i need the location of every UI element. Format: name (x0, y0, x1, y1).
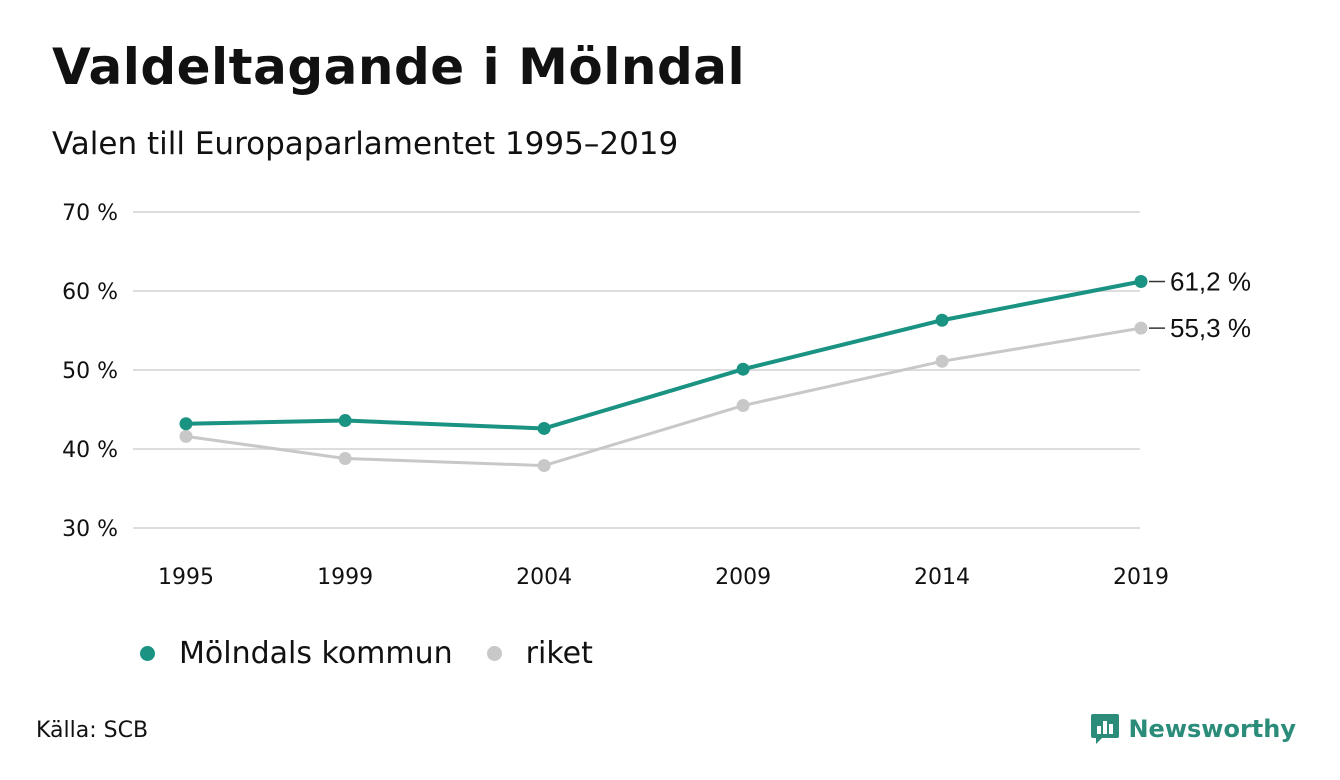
legend: Mölndals kommun riket (140, 636, 627, 671)
chart-title: Valdeltagande i Mölndal (52, 38, 746, 96)
line-chart: 30 % 40 % 50 % 60 % 70 % 1995 1999 2004 2009 201… (62, 201, 1251, 590)
legend-label-riket: riket (525, 636, 593, 671)
end-label-riket: 55,3 % (1170, 313, 1251, 343)
chart-subtitle: Valen till Europaparlamentet 1995–2019 (52, 126, 679, 162)
source-note: Källa: SCB (36, 718, 149, 743)
data-point-riket (179, 429, 193, 443)
data-point-riket (935, 354, 949, 368)
legend-dot-riket (486, 646, 502, 661)
data-point-riket (537, 459, 551, 473)
grid-layer (133, 211, 1140, 529)
data-point-riket (1134, 321, 1148, 335)
y-axis-ticks: 30 % 40 % 50 % 60 % 70 % (62, 201, 118, 542)
x-tick-label: 2019 (1113, 565, 1169, 590)
data-point-molndal (935, 313, 949, 327)
data-point-riket (338, 451, 352, 465)
y-tick-label: 30 % (62, 517, 118, 542)
legend-item-molndal: Mölndals kommun (140, 636, 453, 671)
brand-logo: Newsworthy (1090, 712, 1296, 746)
x-tick-label: 1995 (158, 565, 214, 590)
y-tick-label: 60 % (62, 280, 118, 305)
x-tick-label: 2004 (516, 565, 572, 590)
data-point-molndal (1134, 275, 1148, 289)
legend-label-molndal: Mölndals kommun (179, 636, 453, 671)
data-point-molndal (537, 421, 551, 435)
data-point-riket (736, 399, 750, 413)
end-label-molndal: 61,2 % (1170, 267, 1251, 297)
x-axis-ticks: 1995 1999 2004 2009 2014 2019 (158, 565, 1169, 590)
y-tick-label: 40 % (62, 438, 118, 463)
legend-item-riket: riket (486, 636, 593, 671)
y-tick-label: 50 % (62, 359, 118, 384)
series-layer (179, 275, 1148, 473)
brand-name: Newsworthy (1128, 715, 1296, 743)
bar-chart-speech-icon (1091, 714, 1120, 744)
series-line-molndal (184, 279, 1143, 431)
x-tick-label: 2009 (715, 565, 771, 590)
x-tick-label: 2014 (914, 565, 970, 590)
data-point-molndal (338, 414, 352, 428)
data-point-molndal (736, 362, 750, 376)
end-labels: 61,2 % 55,3 % (1149, 267, 1251, 343)
y-tick-label: 70 % (62, 201, 118, 226)
series-line-riket (184, 326, 1143, 468)
data-point-molndal (179, 417, 193, 431)
legend-dot-molndal (140, 646, 155, 661)
x-tick-label: 1999 (317, 565, 373, 590)
